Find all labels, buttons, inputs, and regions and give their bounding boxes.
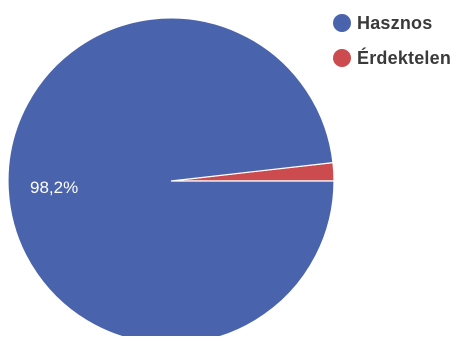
legend-swatch-erdektelen <box>333 49 351 67</box>
legend-label-erdektelen: Érdektelen <box>357 47 452 68</box>
pie-slices <box>7 17 335 341</box>
legend-label-hasznos: Hasznos <box>357 12 433 33</box>
legend-swatch-hasznos <box>333 14 351 32</box>
pie-slice-hasznos[interactable] <box>7 17 335 341</box>
legend: Hasznos Érdektelen <box>333 10 451 80</box>
legend-item-erdektelen[interactable]: Érdektelen <box>333 45 451 71</box>
slice-label-hasznos: 98,2% <box>30 178 78 197</box>
legend-item-hasznos[interactable]: Hasznos <box>333 10 451 36</box>
